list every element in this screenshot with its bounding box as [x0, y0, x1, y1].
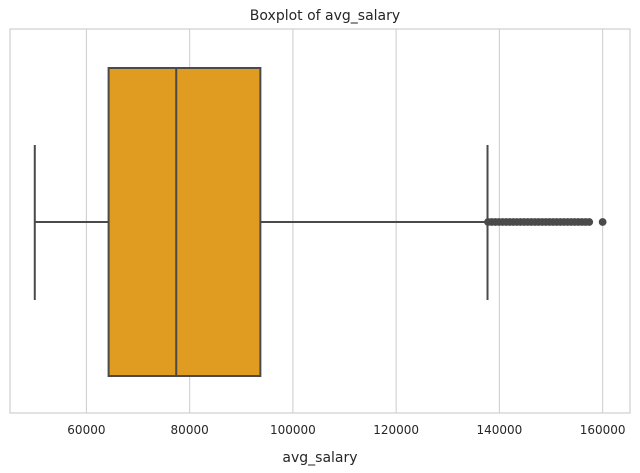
plot-frame [9, 28, 631, 414]
outlier-point [585, 218, 594, 226]
x-tick-label-100000: 100000 [270, 423, 316, 437]
x-tick-label-60000: 60000 [67, 423, 105, 437]
x-tick-label-160000: 160000 [580, 423, 626, 437]
x-axis-label: avg_salary [282, 450, 357, 466]
x-tick-label-80000: 80000 [171, 423, 209, 437]
iqr-box [107, 67, 262, 377]
x-tick-label-140000: 140000 [476, 423, 522, 437]
chart-title: Boxplot of avg_salary [250, 8, 400, 24]
x-tick-label-120000: 120000 [373, 423, 419, 437]
outliers-group [484, 218, 607, 226]
box-group [33, 67, 489, 377]
outlier-point-extreme [598, 218, 607, 226]
x-tick-labels: 60000 80000 100000 120000 140000 160000 [67, 423, 625, 437]
